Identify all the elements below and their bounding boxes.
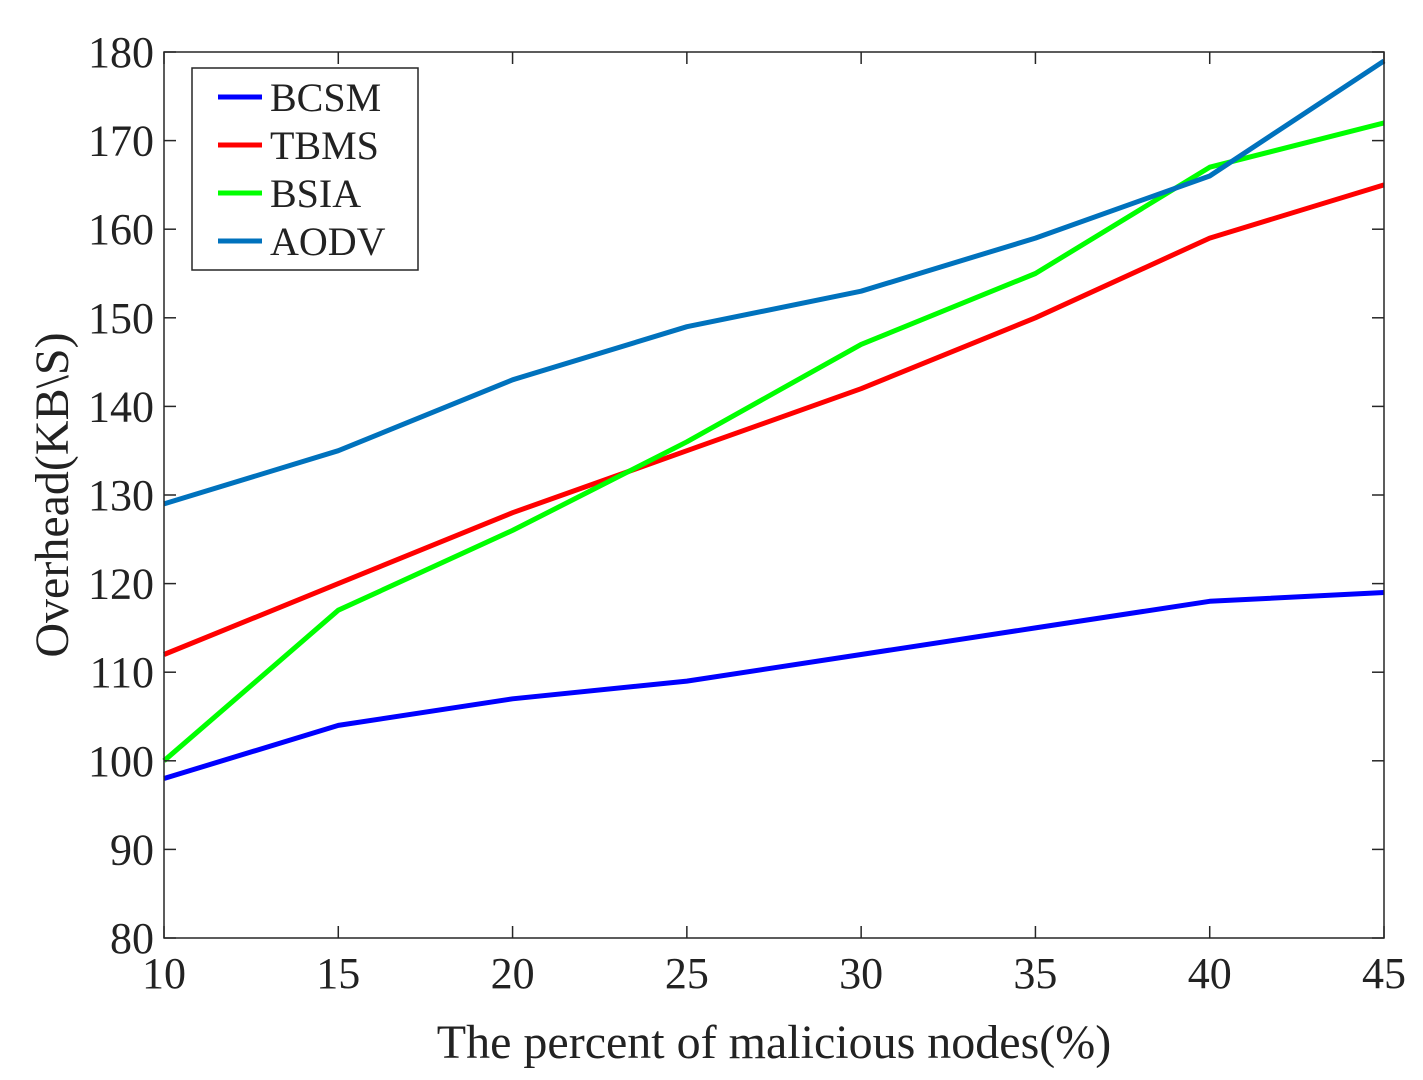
y-tick-label: 150 (88, 294, 154, 343)
y-tick-label: 140 (88, 382, 154, 431)
y-tick-label: 160 (88, 205, 154, 254)
y-tick-label: 170 (88, 117, 154, 166)
legend-label-aodv: AODV (270, 219, 386, 264)
x-tick-label: 25 (665, 949, 709, 998)
legend-label-bsia: BSIA (270, 171, 361, 216)
y-tick-label: 120 (88, 560, 154, 609)
x-tick-label: 15 (316, 949, 360, 998)
series-layer (162, 58, 1386, 781)
y-tick-label: 80 (110, 914, 154, 963)
legend-box (191, 67, 419, 271)
y-tick-label: 110 (90, 648, 154, 697)
legend-label-tbms: TBMS (270, 123, 379, 168)
x-tick-label: 45 (1362, 949, 1406, 998)
x-tick-label: 10 (142, 949, 186, 998)
y-tick-label: 180 (88, 28, 154, 77)
series-line-bcsm (163, 590, 1385, 781)
x-axis-title: The percent of malicious nodes(%) (437, 1016, 1111, 1069)
tick-layer: 10 15 20 25 30 35 40 45 80 90 100 110 120 130 140 150 16… (88, 28, 1406, 998)
y-tick-label: 130 (88, 471, 154, 520)
series-line-tbms (163, 182, 1385, 657)
series-line-aodv (163, 58, 1386, 507)
y-tick-label: 90 (110, 825, 154, 874)
y-axis-title: Overhead(KB\S) (26, 332, 79, 657)
x-tick-label: 40 (1188, 949, 1232, 998)
x-tick-label: 20 (491, 949, 535, 998)
legend-label-bcsm: BCSM (270, 75, 381, 120)
x-tick-label: 35 (1013, 949, 1057, 998)
y-tick-label: 100 (88, 737, 154, 786)
x-tick-label: 30 (839, 949, 883, 998)
